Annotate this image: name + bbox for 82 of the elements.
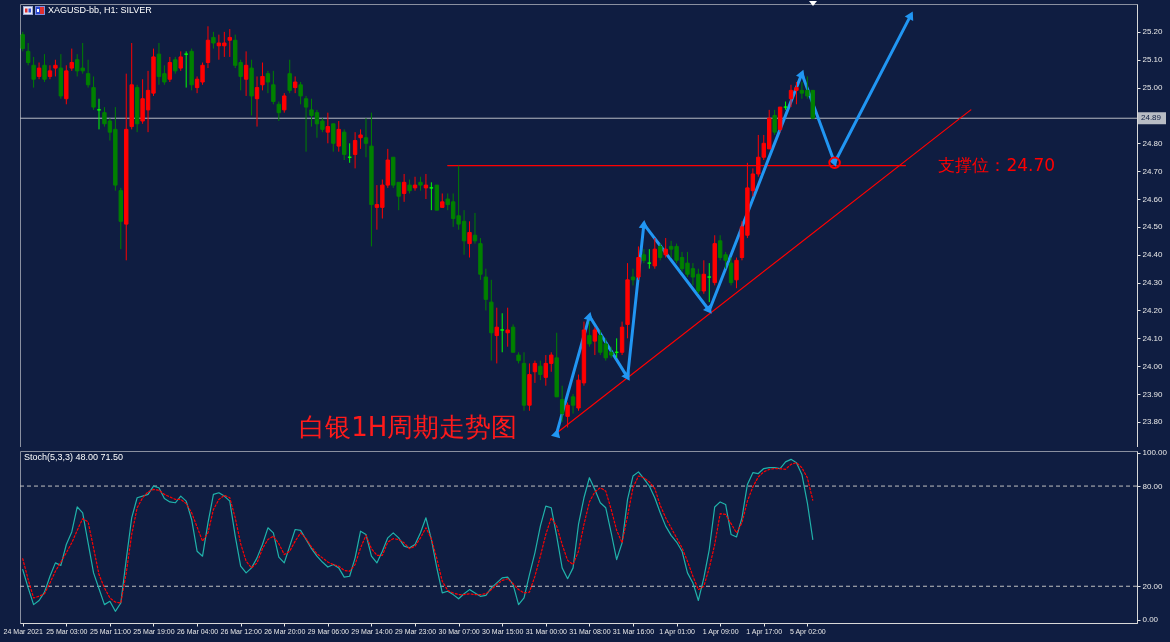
candlestick bbox=[494, 307, 499, 364]
y-tick-label: 24.50 bbox=[1142, 222, 1164, 232]
candlestick bbox=[401, 173, 407, 203]
candlestick bbox=[227, 28, 232, 58]
y-tick-label: 100.00 bbox=[1142, 448, 1168, 458]
candlestick bbox=[31, 56, 36, 89]
candlestick bbox=[42, 53, 47, 83]
candlestick bbox=[641, 248, 647, 264]
y-tick-label: 24.00 bbox=[1142, 361, 1164, 371]
candlestick bbox=[630, 268, 636, 286]
candlestick bbox=[91, 75, 96, 111]
y-tick-label: 23.80 bbox=[1142, 417, 1164, 427]
candlestick bbox=[325, 112, 331, 144]
candlestick bbox=[636, 245, 641, 281]
candlestick bbox=[178, 50, 183, 72]
y-tick-label: 24.40 bbox=[1142, 250, 1164, 260]
candlestick bbox=[282, 92, 287, 114]
point bbox=[583, 312, 593, 322]
candlestick bbox=[69, 48, 74, 72]
candlestick bbox=[505, 307, 510, 348]
point bbox=[638, 220, 649, 229]
chart-title: XAGUSD-bb, H1: SILVER bbox=[48, 5, 153, 15]
candlestick bbox=[352, 131, 358, 169]
candlestick bbox=[342, 128, 347, 161]
candlestick bbox=[565, 401, 570, 428]
y-tick-label: 24.60 bbox=[1142, 194, 1164, 204]
candlestick bbox=[336, 120, 341, 153]
candlestick bbox=[298, 81, 303, 105]
candlestick bbox=[652, 237, 657, 270]
candlestick bbox=[532, 360, 538, 384]
candlestick bbox=[412, 176, 418, 192]
candlestick bbox=[25, 42, 31, 66]
candlestick bbox=[271, 70, 276, 105]
y-tick-label: 0.00 bbox=[1142, 615, 1159, 625]
candlestick bbox=[772, 109, 777, 136]
point bbox=[621, 371, 630, 381]
candlestick bbox=[587, 321, 592, 348]
candlestick bbox=[260, 62, 265, 91]
candlestick bbox=[734, 257, 739, 289]
candlestick bbox=[559, 385, 565, 423]
candlestick bbox=[467, 220, 472, 259]
y-tick-label: 25.20 bbox=[1142, 27, 1164, 37]
candlestick bbox=[303, 95, 309, 153]
candlestick bbox=[20, 31, 25, 52]
candlestick bbox=[592, 326, 598, 356]
y-tick-label: 25.10 bbox=[1142, 55, 1164, 65]
candlestick bbox=[331, 123, 336, 153]
candlestick bbox=[205, 25, 211, 69]
series-label: 支撑位：24.70 bbox=[938, 154, 1056, 175]
candlestick bbox=[287, 59, 292, 94]
point bbox=[703, 304, 712, 314]
candlestick bbox=[570, 393, 576, 415]
candlestick bbox=[663, 237, 668, 259]
candlestick bbox=[167, 56, 173, 83]
annotation: 白银1H周期走势图 bbox=[299, 412, 518, 442]
candlestick bbox=[47, 64, 53, 80]
point bbox=[904, 11, 914, 21]
y-tick-label: 23.90 bbox=[1142, 389, 1164, 399]
chart-title: Stoch(5,3,3) 48.00 71.50 bbox=[24, 452, 124, 462]
candlestick bbox=[265, 70, 271, 94]
y-tick-label: 24.80 bbox=[1142, 138, 1164, 148]
candlestick bbox=[254, 75, 260, 128]
y-tick-label: 24.70 bbox=[1142, 166, 1164, 176]
ref-line-label: 24.89 bbox=[1141, 113, 1162, 123]
candlestick bbox=[538, 360, 543, 381]
candlestick bbox=[243, 50, 249, 97]
y-tick-label: 80.00 bbox=[1142, 481, 1164, 491]
y-tick-label: 24.20 bbox=[1142, 305, 1164, 315]
candlestick bbox=[701, 259, 707, 295]
y-tick-label: 24.30 bbox=[1142, 278, 1164, 288]
candlestick bbox=[777, 106, 783, 133]
candlestick bbox=[728, 257, 734, 286]
candlestick bbox=[85, 59, 91, 89]
y-tick-label: 20.00 bbox=[1142, 581, 1164, 591]
y-tick-label: 24.10 bbox=[1142, 333, 1164, 343]
candlestick bbox=[423, 173, 429, 200]
candlestick bbox=[363, 117, 369, 158]
candlestick bbox=[276, 101, 282, 122]
y-tick-label: 25.00 bbox=[1142, 83, 1164, 93]
candlestick bbox=[96, 98, 102, 130]
candlestick bbox=[358, 128, 363, 150]
candlestick bbox=[483, 268, 489, 311]
